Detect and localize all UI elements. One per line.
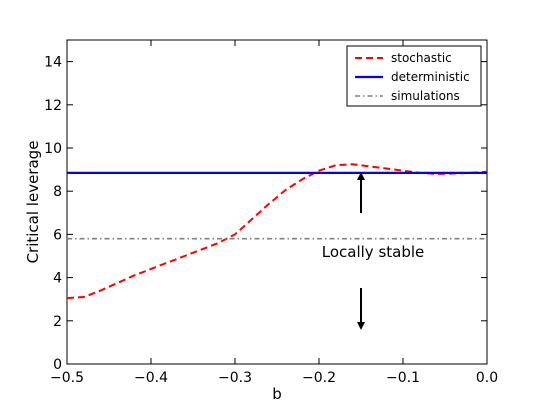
y-tick-label: 0 xyxy=(53,357,62,373)
y-axis-label: Critical leverage xyxy=(24,141,42,264)
x-tick-label: −0.2 xyxy=(302,370,336,386)
plot-frame xyxy=(66,39,488,365)
x-axis-label: b xyxy=(272,385,282,403)
y-tick-label: 10 xyxy=(44,141,62,157)
y-tick-label: 12 xyxy=(44,98,62,114)
plot-area xyxy=(66,39,488,365)
y-tick-label: 8 xyxy=(53,184,62,200)
legend-label-stochastic: stochastic xyxy=(391,51,452,65)
x-tick-label: −0.1 xyxy=(386,370,420,386)
x-tick-label: −0.3 xyxy=(218,370,252,386)
series-layer xyxy=(66,163,488,300)
x-tick-label: 0.0 xyxy=(476,370,498,386)
x-tick-label: −0.5 xyxy=(50,370,84,386)
annotation-layer: Locally stable xyxy=(322,243,425,261)
y-axis: 0 2 4 6 8 10 12 14 xyxy=(44,55,487,373)
y-tick-label: 14 xyxy=(44,55,62,71)
series-stochastic xyxy=(66,163,488,300)
legend-label-deterministic: deterministic xyxy=(391,70,470,84)
x-axis: −0.5 −0.4 −0.3 −0.2 −0.1 0.0 xyxy=(50,40,498,386)
legend-label-simulations: simulations xyxy=(391,89,460,103)
x-tick-label: −0.4 xyxy=(134,370,168,386)
y-tick-label: 4 xyxy=(53,271,62,287)
annotation-label: Locally stable xyxy=(322,243,425,261)
y-tick-label: 6 xyxy=(53,227,62,243)
legend: stochastic deterministic simulations xyxy=(346,45,482,107)
y-tick-label: 2 xyxy=(53,314,62,330)
